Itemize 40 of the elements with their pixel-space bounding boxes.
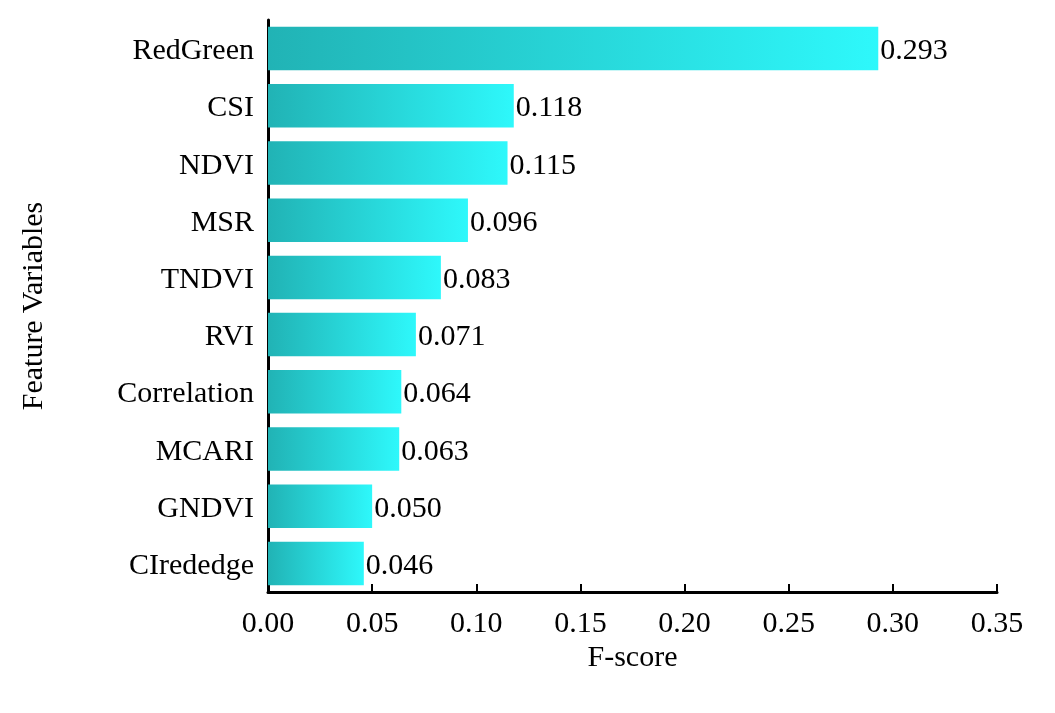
x-tick-label: 0.15 <box>554 604 607 638</box>
bar <box>268 541 364 586</box>
y-tick-label: MCARI <box>155 432 254 466</box>
bar <box>268 370 402 414</box>
y-tick-label: TNDVI <box>160 260 254 294</box>
y-tick-label: GNDVI <box>157 489 254 523</box>
y-tick-label: RVI <box>204 318 254 352</box>
bar <box>268 141 508 185</box>
y-tick-label: RedGreen <box>132 32 254 66</box>
data-label: 0.071 <box>417 318 486 352</box>
y-tick-label: CSI <box>207 89 254 123</box>
data-label: 0.046 <box>365 546 434 580</box>
data-label: 0.083 <box>442 260 511 294</box>
x-tick-label: 0.35 <box>970 604 1024 638</box>
y-tick-label: CIrededge <box>129 546 254 580</box>
y-axis-title: Feature Variables <box>14 201 48 411</box>
x-tick-label: 0.25 <box>762 604 815 638</box>
data-label: 0.293 <box>880 32 948 66</box>
x-tick-label: 0.10 <box>450 604 503 638</box>
data-label: 0.096 <box>469 203 538 237</box>
x-tick-label: 0.00 <box>241 604 295 638</box>
bar <box>268 84 514 128</box>
x-axis-title: F-score <box>587 639 678 673</box>
data-label: 0.118 <box>515 89 583 123</box>
y-tick-label: MSR <box>190 203 254 237</box>
x-tick-label: 0.20 <box>658 604 711 638</box>
bar <box>268 427 400 471</box>
data-label: 0.063 <box>401 432 469 466</box>
bar <box>268 255 441 300</box>
bar <box>268 26 879 71</box>
data-label: 0.050 <box>374 489 442 523</box>
bar <box>268 312 416 357</box>
y-tick-label: NDVI <box>179 146 254 180</box>
y-tick-label: Correlation <box>117 375 254 409</box>
bar <box>268 484 373 528</box>
bar <box>268 198 468 242</box>
x-tick-label: 0.05 <box>345 604 399 638</box>
data-label: 0.115 <box>509 146 576 180</box>
x-tick-label: 0.30 <box>866 604 920 638</box>
data-label: 0.064 <box>403 375 471 409</box>
